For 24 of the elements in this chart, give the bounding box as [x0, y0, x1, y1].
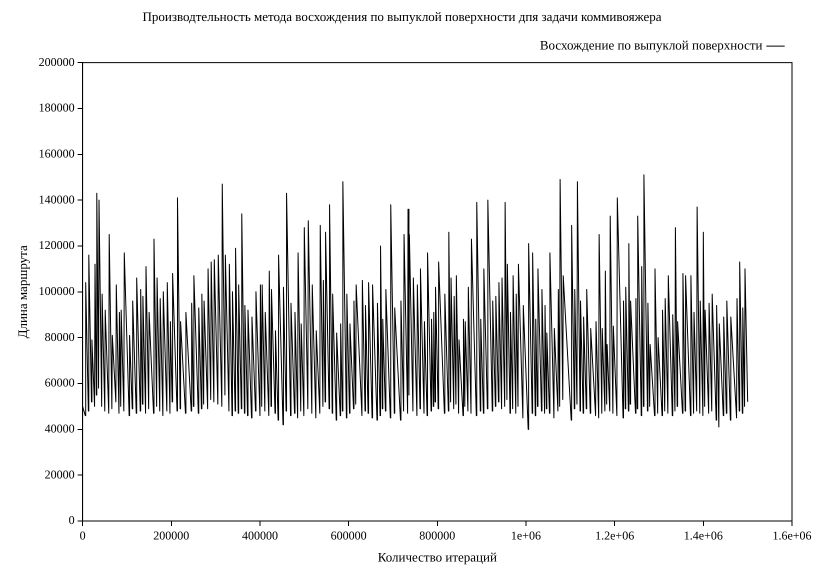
x-tick-label: 400000 [242, 528, 278, 542]
x-tick-label: 800000 [419, 528, 456, 542]
y-tick-label: 120000 [38, 238, 75, 252]
x-tick-label: 1.2e+06 [595, 528, 634, 542]
y-tick-label: 160000 [38, 146, 75, 160]
x-tick-label: 200000 [153, 528, 190, 542]
y-axis-title: Длина маршрута [15, 245, 30, 338]
y-tick-label: 200000 [38, 54, 75, 69]
y-tick-label: 20000 [44, 467, 75, 482]
y-tick-label: 140000 [38, 192, 75, 206]
x-axis-title: Количество итераций [378, 550, 497, 565]
y-tick-label: 80000 [44, 330, 75, 344]
x-tick-label: 1.4e+06 [684, 528, 723, 542]
y-tick-label: 180000 [38, 100, 75, 115]
y-tick-label: 0 [68, 513, 75, 528]
x-tick-label: 1e+06 [510, 528, 542, 542]
y-tick-label: 60000 [44, 376, 75, 390]
x-tick-label: 0 [80, 528, 86, 542]
x-tick-label: 1.6e+06 [772, 528, 812, 542]
y-tick-label: 40000 [44, 421, 75, 436]
x-tick-label: 600000 [330, 528, 367, 542]
y-tick-label: 100000 [38, 284, 75, 298]
chart-title: Производтельность метода восхождения по выпуклой поверхности дпя задачи коммивояжера [142, 9, 662, 24]
legend-label: Восхождение по выпуклой поверхности [540, 38, 763, 53]
